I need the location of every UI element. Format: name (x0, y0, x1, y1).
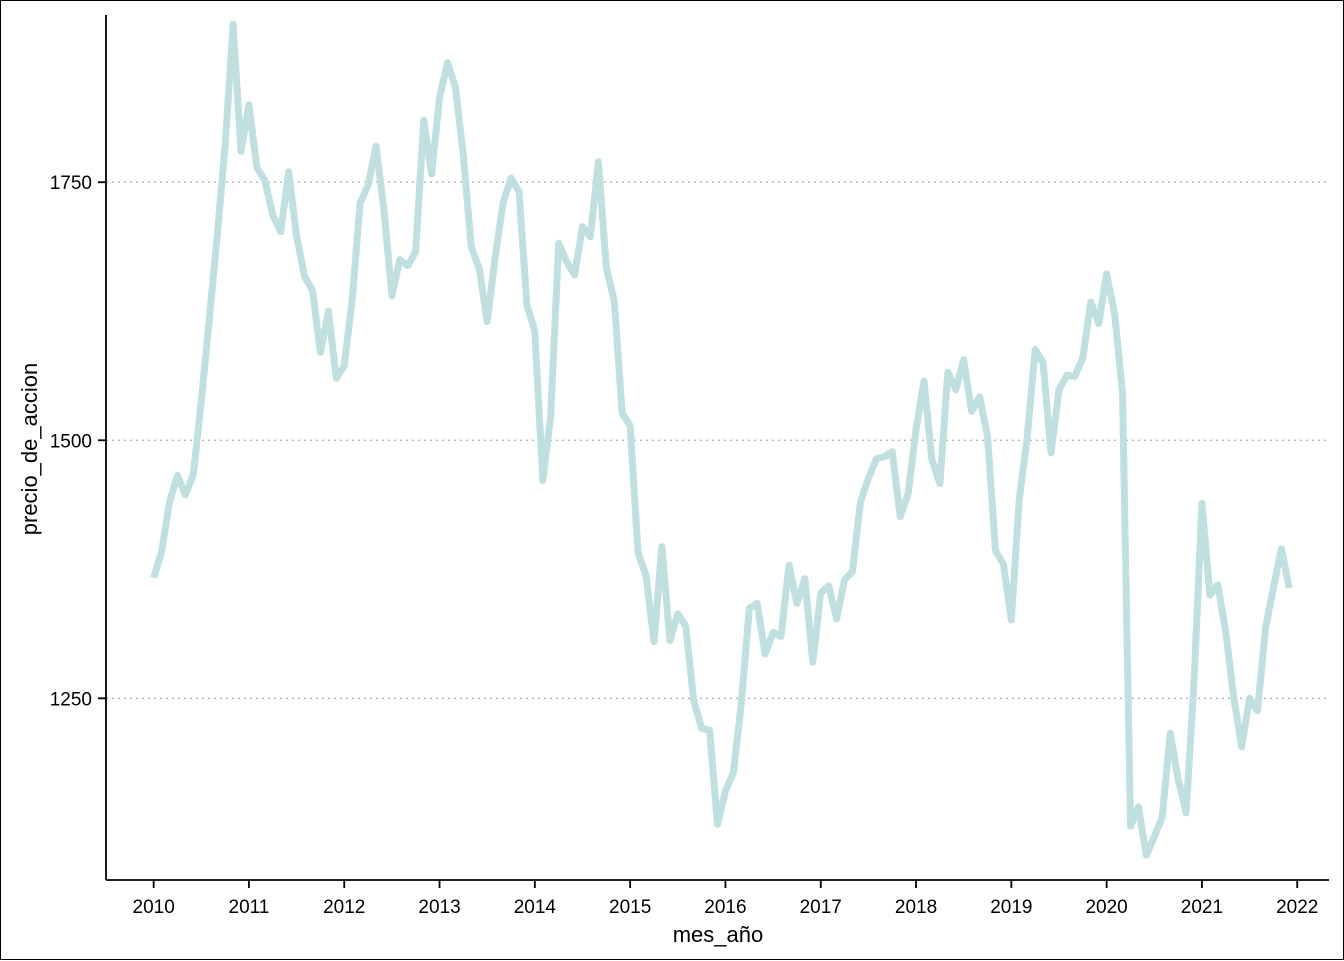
gridlines (106, 181, 1329, 700)
y-tick-label: 1500 (50, 431, 92, 452)
x-tick-label: 2021 (1181, 897, 1223, 918)
x-tick-label: 2020 (1085, 897, 1127, 918)
x-tick-label: 2019 (990, 897, 1032, 918)
x-tick-label: 2018 (895, 897, 937, 918)
y-tick-label: 1750 (50, 173, 92, 194)
x-tick-label: 2016 (704, 897, 746, 918)
x-axis-title: mes_año (673, 922, 764, 947)
x-tick-label: 2014 (514, 897, 557, 918)
y-axis-title: precio_de_accion (17, 363, 42, 535)
x-tick-label: 2015 (609, 897, 651, 918)
y-axis-ticks: 1250 1500 1750 (50, 173, 106, 710)
x-tick-label: 2013 (418, 897, 460, 918)
x-tick-label: 2012 (323, 897, 365, 918)
y-tick-label: 1250 (50, 689, 92, 710)
x-axis-ticks: 2010 2011 2012 2013 2014 2015 2016 2017 2018 2019… (133, 880, 1318, 918)
x-tick-label: 2010 (133, 897, 175, 918)
series-layer (150, 20, 1293, 859)
x-tick-label: 2022 (1276, 897, 1318, 918)
x-tick-label: 2011 (229, 897, 270, 918)
x-tick-label: 2017 (800, 897, 842, 918)
series-line (150, 20, 1293, 859)
